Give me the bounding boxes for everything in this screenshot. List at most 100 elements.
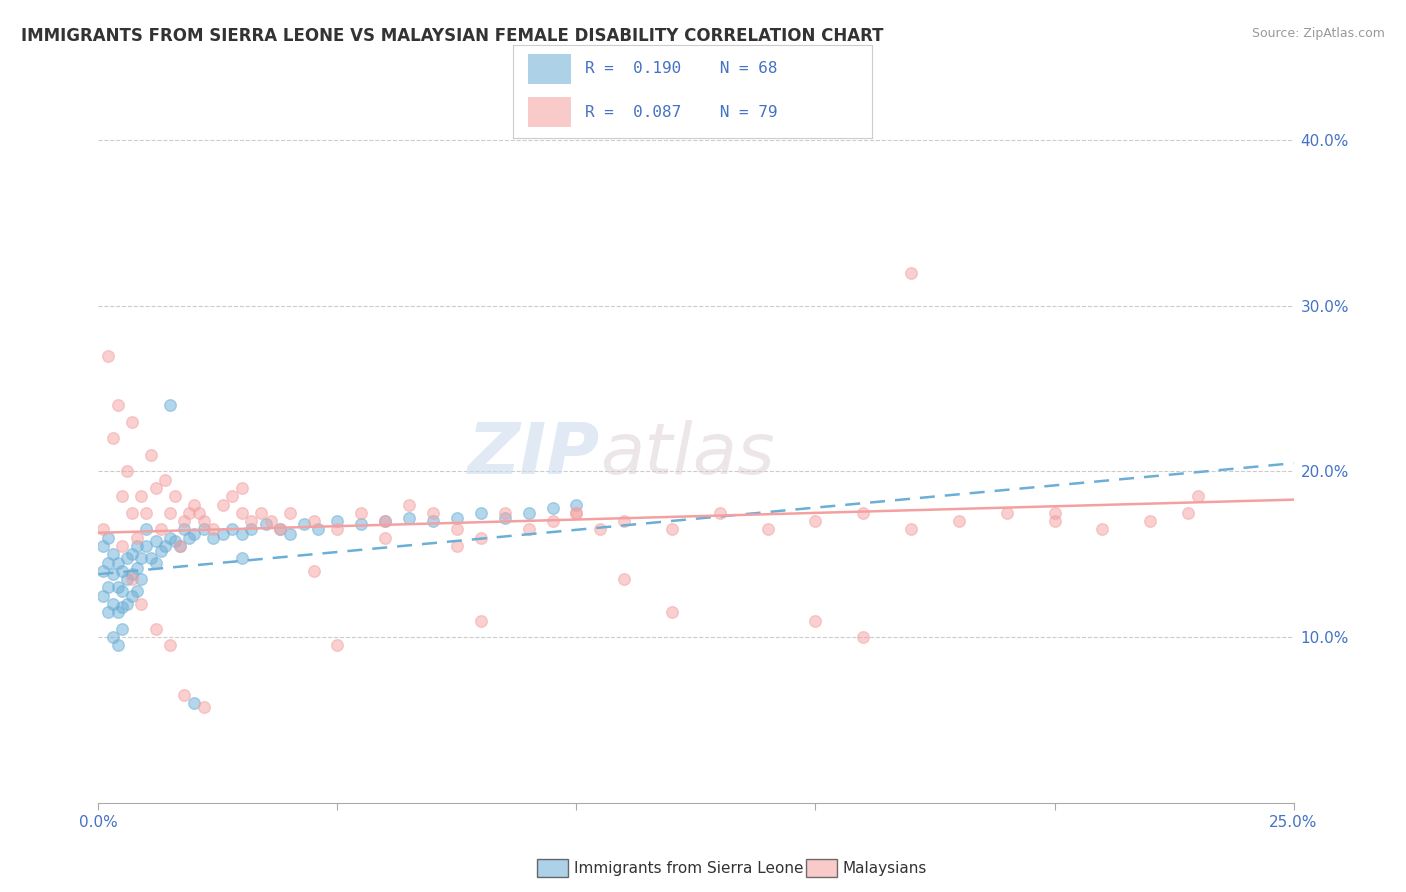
Point [193, 523, 215, 537]
Point [159, 398, 181, 412]
Point [302, 514, 325, 528]
Point [193, 699, 215, 714]
Point [125, 539, 148, 553]
Text: Source: ZipAtlas.com: Source: ZipAtlas.com [1251, 27, 1385, 40]
Point [101, 567, 124, 582]
Point [145, 556, 167, 570]
Point [852, 506, 875, 520]
Point [193, 514, 215, 528]
Point [326, 639, 349, 653]
Point [259, 514, 281, 528]
Point [111, 583, 134, 598]
Point [804, 614, 827, 628]
Point [231, 481, 253, 495]
Text: IMMIGRANTS FROM SIERRA LEONE VS MALAYSIAN FEMALE DISABILITY CORRELATION CHART: IMMIGRANTS FROM SIERRA LEONE VS MALAYSIA… [21, 27, 883, 45]
Point [756, 523, 779, 537]
Point [446, 539, 468, 553]
Point [121, 572, 143, 586]
Point [900, 266, 922, 280]
Point [202, 531, 225, 545]
Text: Malaysians: Malaysians [842, 862, 927, 876]
Point [135, 539, 157, 553]
Point [278, 527, 301, 541]
Point [470, 614, 492, 628]
Point [155, 473, 177, 487]
Point [565, 506, 588, 520]
Point [202, 523, 225, 537]
Point [541, 514, 564, 528]
Point [183, 527, 205, 541]
Point [169, 539, 191, 553]
Point [278, 506, 301, 520]
Point [159, 506, 181, 520]
Point [149, 544, 172, 558]
Point [446, 523, 468, 537]
Point [374, 531, 396, 545]
Point [139, 448, 162, 462]
Point [1177, 506, 1199, 520]
Point [115, 572, 138, 586]
Point [163, 534, 186, 549]
Point [183, 697, 205, 711]
Point [422, 506, 444, 520]
Point [107, 605, 129, 619]
Point [111, 489, 134, 503]
Point [470, 506, 492, 520]
Point [183, 498, 205, 512]
Point [97, 531, 120, 545]
Point [398, 511, 420, 525]
Bar [527, 97, 571, 127]
Point [135, 523, 157, 537]
Point [135, 506, 157, 520]
Point [494, 506, 516, 520]
Point [107, 581, 129, 595]
Point [374, 514, 396, 528]
Bar [527, 54, 571, 84]
Point [107, 639, 129, 653]
Point [1043, 514, 1066, 528]
Point [121, 547, 143, 561]
Point [111, 600, 134, 615]
Point [326, 523, 349, 537]
Point [163, 489, 186, 503]
Point [111, 564, 134, 578]
Point [374, 514, 396, 528]
Point [173, 688, 195, 702]
Text: R =  0.087    N = 79: R = 0.087 N = 79 [585, 104, 778, 120]
Point [613, 514, 636, 528]
Point [1043, 506, 1066, 520]
Point [1091, 523, 1114, 537]
Point [131, 489, 153, 503]
Point [145, 534, 167, 549]
Point [541, 500, 564, 515]
Point [231, 527, 253, 541]
Point [131, 550, 153, 565]
Point [350, 517, 373, 532]
Point [97, 556, 120, 570]
Point [115, 597, 138, 611]
Point [269, 523, 291, 537]
Point [350, 506, 373, 520]
Point [91, 589, 114, 603]
Point [565, 506, 588, 520]
Point [121, 415, 143, 429]
Point [221, 489, 243, 503]
Point [173, 523, 195, 537]
Point [900, 523, 922, 537]
Point [446, 511, 468, 525]
Point [995, 506, 1018, 520]
Point [470, 531, 492, 545]
Point [240, 514, 263, 528]
Point [115, 550, 138, 565]
Point [517, 506, 540, 520]
Point [179, 506, 201, 520]
Point [302, 564, 325, 578]
Point [169, 539, 191, 553]
Point [187, 506, 209, 520]
Point [101, 630, 124, 644]
Point [107, 556, 129, 570]
Point [398, 498, 420, 512]
Point [211, 498, 233, 512]
Point [804, 514, 827, 528]
Point [326, 514, 349, 528]
